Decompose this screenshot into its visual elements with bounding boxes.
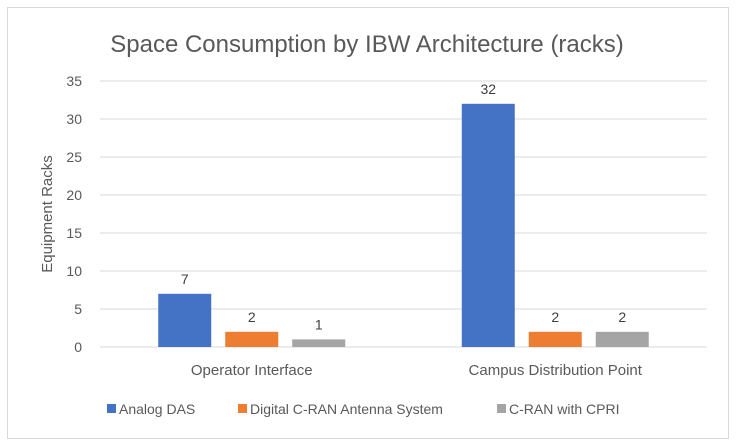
y-tick-label: 0: [74, 339, 82, 355]
y-tick-label: 35: [66, 73, 82, 89]
chart-frame: [7, 7, 729, 439]
y-tick-label: 25: [66, 149, 82, 165]
data-label: 7: [181, 271, 189, 287]
legend-label: C-RAN with CPRI: [509, 401, 619, 417]
legend-label: Digital C-RAN Antenna System: [250, 401, 443, 417]
bar: [595, 331, 649, 347]
legend-label: Analog DAS: [119, 401, 195, 417]
legend-swatch: [107, 404, 116, 413]
data-label: 2: [248, 309, 256, 325]
y-tick-label: 15: [66, 225, 82, 241]
legend-item: C-RAN with CPRI: [497, 401, 619, 417]
y-tick-label: 10: [66, 263, 82, 279]
x-category-label: Campus Distribution Point: [469, 362, 643, 379]
bar: [461, 103, 515, 347]
chart-title: Space Consumption by IBW Architecture (r…: [110, 31, 624, 58]
bar: [528, 331, 582, 347]
data-label: 2: [551, 309, 559, 325]
bar: [158, 293, 212, 347]
legend-swatch: [497, 404, 506, 413]
y-axis-label: Equipment Racks: [39, 155, 56, 273]
x-category-label: Operator Interface: [191, 362, 313, 379]
bar: [225, 331, 279, 347]
legend-item: Digital C-RAN Antenna System: [238, 401, 443, 417]
data-label: 2: [618, 309, 626, 325]
data-label: 1: [315, 316, 323, 332]
legend-item: Analog DAS: [107, 401, 195, 417]
data-label: 32: [480, 81, 496, 97]
legend-swatch: [238, 404, 247, 413]
bar: [292, 339, 346, 347]
y-tick-label: 20: [66, 187, 82, 203]
y-tick-label: 30: [66, 111, 82, 127]
y-tick-label: 5: [74, 301, 82, 317]
